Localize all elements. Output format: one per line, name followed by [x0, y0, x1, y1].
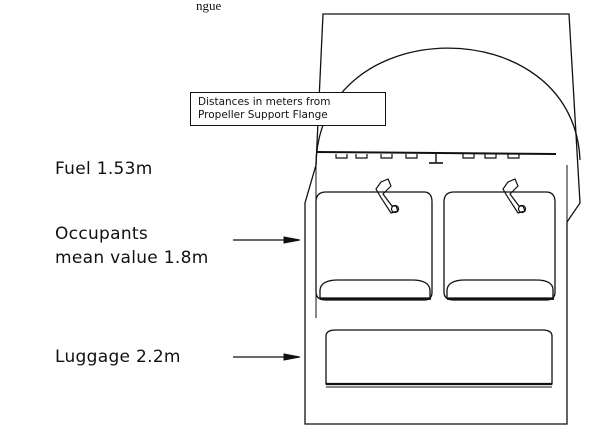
- occupants-label: Occupants: [55, 224, 149, 244]
- note-line-1: Distances in meters from: [198, 96, 331, 108]
- right-control-stick: [502, 178, 527, 214]
- left-control-stick: [375, 178, 400, 214]
- fuel-label: Fuel 1.53m: [55, 159, 153, 179]
- note-line-2: Propeller Support Flange: [198, 109, 328, 121]
- left-seat: [315, 191, 433, 301]
- luggage-compartment: [325, 329, 553, 388]
- fuselage-outline: [304, 13, 581, 425]
- occupants-mean-label: mean value 1.8m: [55, 248, 209, 268]
- luggage-arrow: [233, 353, 301, 361]
- distance-note-box: Distances in meters from Propeller Suppo…: [190, 92, 386, 126]
- instrument-panel: [315, 151, 557, 164]
- cropped-caption-fragment: ngue: [196, 0, 222, 13]
- right-seat: [443, 191, 556, 301]
- luggage-label: Luggage 2.2m: [55, 347, 181, 367]
- occupants-arrow: [233, 236, 301, 244]
